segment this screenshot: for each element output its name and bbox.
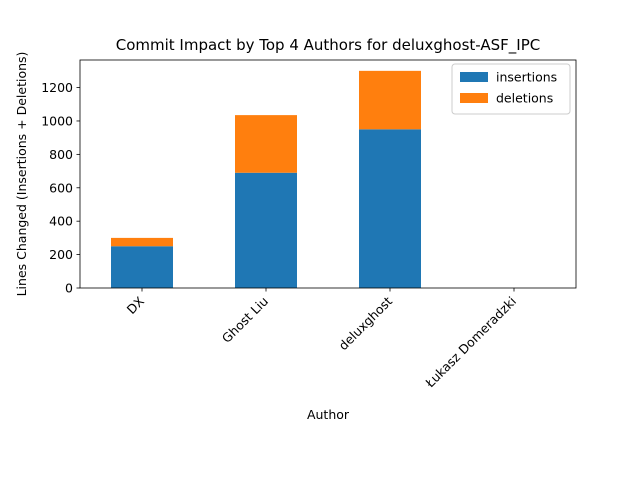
x-axis-label: Author (307, 407, 350, 422)
legend-label-deletions: deletions (496, 91, 553, 106)
bar-deletions-2 (359, 70, 421, 130)
y-tick-label-0: 0 (65, 281, 73, 296)
y-tick-label-1: 200 (49, 247, 73, 262)
y-axis-label: Lines Changed (Insertions + Deletions) (14, 52, 29, 297)
y-tick-label-6: 1200 (41, 80, 73, 95)
x-tick-label-0: DX (124, 293, 148, 317)
bar-deletions-0 (111, 237, 173, 247)
legend-swatch-insertions (460, 72, 488, 82)
y-tick-label-4: 800 (49, 147, 73, 162)
x-tick-label-1: Ghost Liu (219, 294, 271, 346)
bar-deletions-1 (235, 115, 297, 173)
legend-swatch-deletions (460, 93, 488, 103)
y-tick-label-5: 1000 (41, 113, 73, 128)
axes-frame (79, 59, 577, 289)
y-tick-label-2: 400 (49, 214, 73, 229)
bar-insertions-2 (359, 129, 421, 288)
legend: insertions deletions (451, 63, 571, 115)
x-tick-label-3: Łukasz Domeradzki (422, 294, 519, 391)
legend-label-insertions: insertions (496, 70, 557, 85)
bar-insertions-0 (111, 246, 173, 288)
bar-insertions-1 (235, 172, 297, 288)
y-tick-label-3: 600 (49, 180, 73, 195)
x-tick-label-2: deluxghost (335, 293, 395, 353)
chart-title: Commit Impact by Top 4 Authors for delux… (116, 36, 541, 55)
